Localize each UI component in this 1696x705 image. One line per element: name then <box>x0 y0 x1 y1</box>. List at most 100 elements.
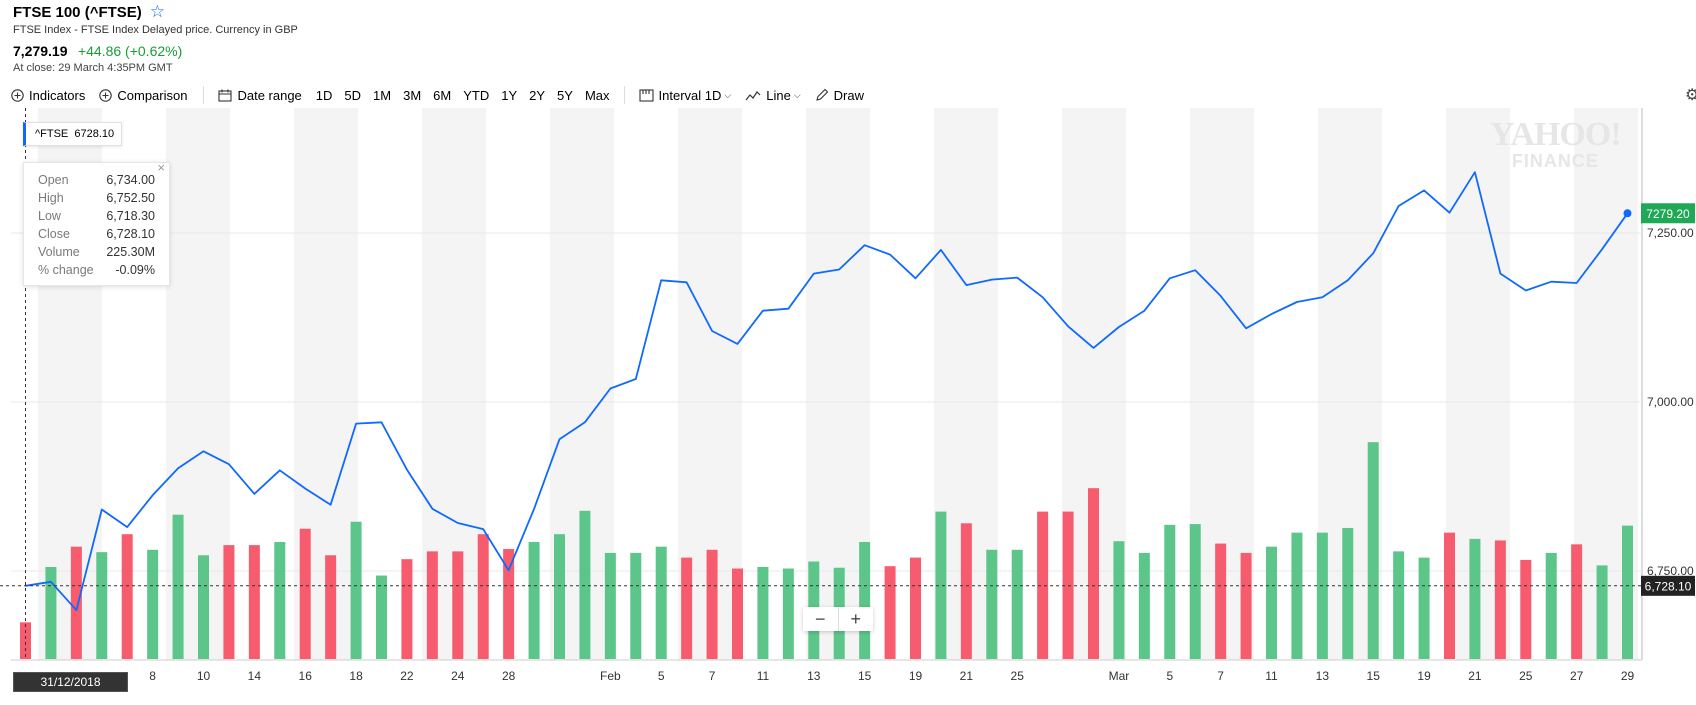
range-5d[interactable]: 5D <box>344 87 362 103</box>
range-2y[interactable]: 2Y <box>529 87 546 103</box>
tooltip-key: % change <box>38 263 94 277</box>
last-value-box <box>1641 203 1695 224</box>
volume-bar <box>757 566 769 659</box>
quote-subtitle: FTSE Index - FTSE Index Delayed price. C… <box>13 24 298 36</box>
volume-bar <box>274 542 286 659</box>
volume-bar <box>70 546 82 659</box>
volume-bar <box>172 514 184 659</box>
volume-bar <box>401 559 413 659</box>
x-tick-label: 18 <box>349 669 363 683</box>
last-value-label: 7279.20 <box>1646 207 1690 221</box>
range-max[interactable]: Max <box>584 87 610 103</box>
plus-circle-icon <box>99 88 113 102</box>
close-icon[interactable]: × <box>157 160 165 175</box>
draw-button[interactable]: Draw <box>815 88 864 103</box>
x-tick-label: 11 <box>757 669 770 683</box>
tooltip-value: 225.30M <box>106 245 155 259</box>
volume-bar <box>782 568 794 659</box>
plus-circle-icon <box>11 88 24 102</box>
volume-bar <box>1393 551 1405 659</box>
volume-bar <box>1138 552 1150 659</box>
x-tick-label: 15 <box>1367 669 1381 683</box>
volume-bar <box>1520 559 1532 659</box>
crosshair-value-box <box>1641 575 1695 596</box>
range-6m[interactable]: 6M <box>433 87 452 103</box>
volume-bar <box>960 523 972 659</box>
range-ytd[interactable]: YTD <box>463 87 490 103</box>
chart-type-label: Line <box>766 87 791 103</box>
volume-bar <box>1316 532 1328 659</box>
range-5y[interactable]: 5Y <box>557 87 573 103</box>
chevron-down-icon: ⌵ <box>724 89 732 100</box>
tooltip-row: Open 6,734.00 <box>24 171 169 189</box>
volume-bar <box>1240 552 1252 659</box>
x-tick-label: 13 <box>1316 669 1330 683</box>
volume-bar <box>1062 511 1074 659</box>
chevron-down-icon: ⌵ <box>793 89 801 100</box>
volume-bar <box>706 549 718 659</box>
pencil-icon <box>815 88 828 101</box>
interval-label: Interval <box>658 87 702 103</box>
x-tick-label: 7 <box>1217 669 1224 683</box>
x-tick-label: 5 <box>1166 669 1173 683</box>
tooltip-key: Close <box>38 227 70 241</box>
zoom-in-button[interactable]: + <box>850 609 861 629</box>
range-1m[interactable]: 1M <box>373 87 392 103</box>
crosshair-date-label: 31/12/2018 <box>13 672 128 692</box>
tooltip-value: 6,734.00 <box>106 173 155 187</box>
gear-icon[interactable]: ⚙ <box>1685 87 1696 104</box>
volume-bar <box>655 546 667 659</box>
x-tick-label: 19 <box>909 669 923 683</box>
price-line <box>25 171 1629 612</box>
yahoo-finance-watermark: YAHOO! FINANCE <box>1490 116 1622 171</box>
volume-bar <box>1164 524 1176 659</box>
range-3m[interactable]: 3M <box>403 87 422 103</box>
volume-bar <box>1596 565 1608 659</box>
volume-bar <box>376 575 387 659</box>
ohlc-tooltip: × Open 6,734.00 High 6,752.50 Low 6,718.30 Clo… <box>23 160 170 286</box>
y-tick-label: 7,000.00 <box>1647 395 1694 409</box>
interval-dropdown[interactable]: Interval 1D ⌵ <box>638 87 732 103</box>
range-1y[interactable]: 1Y <box>501 87 518 103</box>
x-tick-label: 24 <box>451 669 465 683</box>
volume-bar <box>96 552 108 659</box>
calendar-icon <box>218 89 233 102</box>
x-tick-label: 10 <box>197 669 211 683</box>
volume-bar <box>1571 544 1583 659</box>
volume-bar <box>681 557 693 659</box>
volume-bar <box>1037 511 1049 659</box>
volume-bar <box>198 555 209 659</box>
range-1d[interactable]: 1D <box>315 87 333 103</box>
series-badge: ^FTSE 6728.10 <box>23 122 123 146</box>
tooltip-key: Open <box>38 173 69 187</box>
volume-bar <box>528 542 540 659</box>
x-tick-label: 14 <box>248 669 262 683</box>
tooltip-row: Volume 225.30M <box>24 243 169 261</box>
volume-bar <box>325 555 337 659</box>
volume-bar <box>1113 541 1125 659</box>
volume-bar <box>1215 543 1227 659</box>
x-tick-label: 29 <box>1621 669 1635 683</box>
volume-bar <box>45 566 57 659</box>
price-chart[interactable]: 6,750.00 7,000.00 7,250.00 8 10 14 16 18 22 24 28 F… <box>0 108 1696 683</box>
badge-symbol: ^FTSE <box>35 128 69 140</box>
volume-bar <box>426 551 438 659</box>
y-tick-label: 6,750.00 <box>1647 564 1694 578</box>
x-tick-label: 5 <box>658 669 665 683</box>
x-tick-label: 21 <box>960 669 974 683</box>
date-range-button[interactable]: Date range <box>218 88 302 103</box>
comparison-label: Comparison <box>117 87 188 103</box>
chart-type-dropdown[interactable]: Line ⌵ <box>745 87 801 103</box>
volume-bar <box>503 549 515 659</box>
x-tick-label: 25 <box>1519 669 1533 683</box>
volume-bar <box>604 552 616 659</box>
price-change: +44.86 (+0.62%) <box>77 43 183 59</box>
indicators-button[interactable]: Indicators <box>11 88 85 103</box>
volume-bar <box>1011 549 1023 659</box>
zoom-out-button[interactable]: − <box>803 607 839 631</box>
star-icon[interactable]: ☆ <box>149 2 166 21</box>
comparison-button[interactable]: Comparison <box>99 88 187 103</box>
tooltip-row: Close 6,728.10 <box>24 225 169 243</box>
x-tick-label: 13 <box>807 669 821 683</box>
volume-bar <box>859 542 871 659</box>
